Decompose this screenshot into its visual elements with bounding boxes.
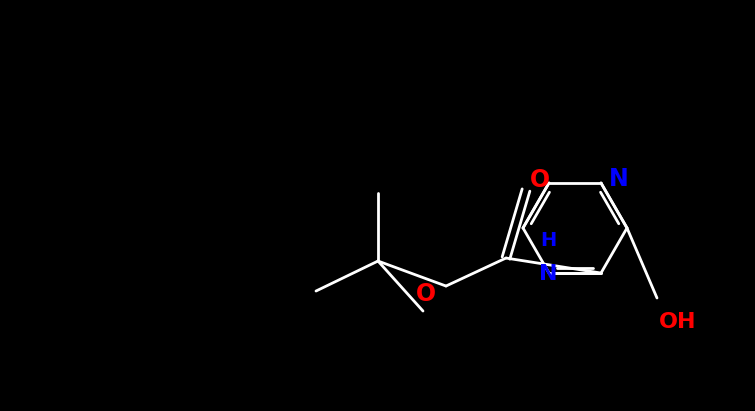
Text: O: O [416,282,436,306]
Text: O: O [530,168,550,192]
Text: N: N [609,167,629,191]
Text: H: H [541,231,556,249]
Text: OH: OH [659,312,697,332]
Text: N: N [539,263,558,284]
